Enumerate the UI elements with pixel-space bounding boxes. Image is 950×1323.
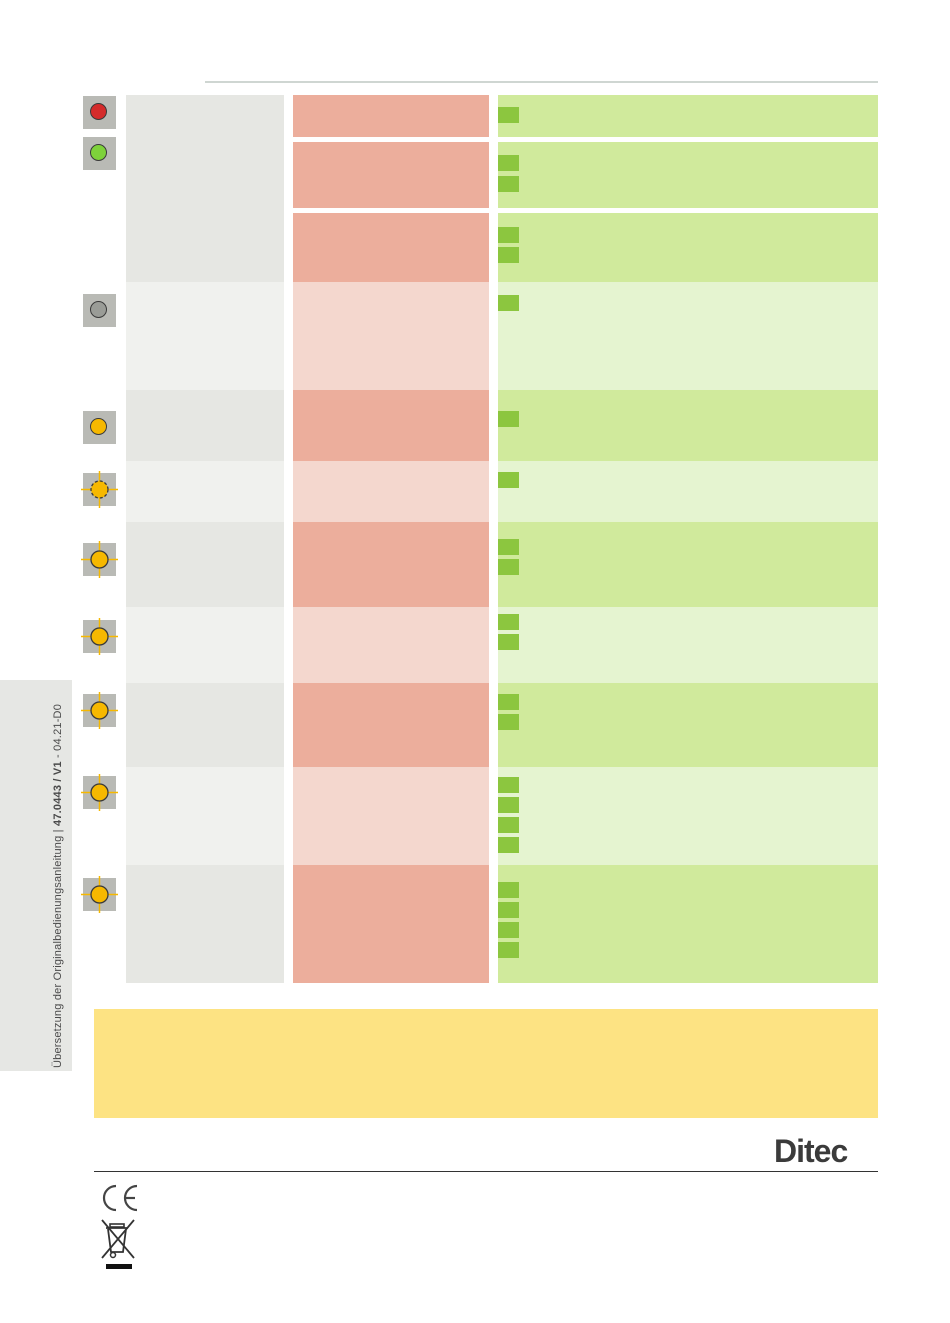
grey-led-off-icon bbox=[83, 294, 116, 327]
solution-cell bbox=[498, 461, 878, 522]
red-led-icon bbox=[83, 96, 116, 129]
led-cell-group-6 bbox=[126, 607, 284, 683]
cause-cell bbox=[293, 95, 489, 137]
cause-cell bbox=[293, 767, 489, 865]
cause-cell bbox=[293, 390, 489, 461]
cause-cell bbox=[293, 607, 489, 683]
cause-cell bbox=[293, 282, 489, 390]
document-reference: Übersetzung der Originalbedienungsanleit… bbox=[52, 703, 64, 1068]
led-cell-group-9 bbox=[126, 865, 284, 983]
solution-cell bbox=[498, 767, 878, 865]
check-square bbox=[498, 472, 519, 488]
led-cell-group-4 bbox=[126, 461, 284, 522]
yellow-led-flashing-icon bbox=[81, 876, 118, 913]
solution-cell bbox=[498, 522, 878, 607]
footer-rule bbox=[94, 1171, 878, 1172]
check-square bbox=[498, 942, 519, 958]
led-cell-group-3 bbox=[126, 390, 284, 461]
check-square bbox=[498, 797, 519, 813]
cause-cell bbox=[293, 683, 489, 767]
check-square bbox=[498, 837, 519, 853]
solution-cell bbox=[498, 390, 878, 461]
solution-cell bbox=[498, 282, 878, 390]
green-led-icon bbox=[83, 137, 116, 170]
led-cell-group-8 bbox=[126, 767, 284, 865]
check-square bbox=[498, 922, 519, 938]
weee-crossed-bin-icon bbox=[100, 1218, 138, 1275]
check-square bbox=[498, 902, 519, 918]
solution-cell bbox=[498, 95, 878, 137]
solution-cell bbox=[498, 142, 878, 208]
solution-cell bbox=[498, 865, 878, 983]
check-square bbox=[498, 227, 519, 243]
ditec-logo: Ditec bbox=[774, 1133, 848, 1169]
yellow-led-flashing-icon bbox=[81, 692, 118, 729]
check-square bbox=[498, 614, 519, 630]
check-square bbox=[498, 817, 519, 833]
check-square bbox=[498, 559, 519, 575]
header-rule bbox=[205, 81, 878, 83]
side-bar bbox=[0, 680, 72, 1071]
cause-cell bbox=[293, 142, 489, 208]
check-square bbox=[498, 539, 519, 555]
solution-cell bbox=[498, 683, 878, 767]
led-cell-group-7 bbox=[126, 683, 284, 767]
check-square bbox=[498, 777, 519, 793]
cause-cell bbox=[293, 865, 489, 983]
check-square bbox=[498, 247, 519, 263]
check-square bbox=[498, 882, 519, 898]
yellow-led-icon bbox=[83, 411, 116, 444]
cause-cell bbox=[293, 213, 489, 282]
check-square bbox=[498, 155, 519, 171]
led-cell-group-2 bbox=[126, 282, 284, 390]
yellow-led-flashing-icon bbox=[81, 541, 118, 578]
check-square bbox=[498, 714, 519, 730]
solution-cell bbox=[498, 607, 878, 683]
check-square bbox=[498, 634, 519, 650]
check-square bbox=[498, 694, 519, 710]
solution-cell bbox=[498, 213, 878, 282]
led-cell-group-5 bbox=[126, 522, 284, 607]
led-cell-group-1 bbox=[126, 95, 284, 282]
yellow-led-flashing-icon bbox=[81, 471, 118, 508]
check-square bbox=[498, 107, 519, 123]
yellow-led-flashing-icon bbox=[81, 774, 118, 811]
cause-cell bbox=[293, 522, 489, 607]
ce-mark-icon bbox=[99, 1183, 141, 1218]
check-square bbox=[498, 411, 519, 427]
yellow-led-flashing-icon bbox=[81, 618, 118, 655]
note-box bbox=[94, 1009, 878, 1118]
check-square bbox=[498, 176, 519, 192]
check-square bbox=[498, 295, 519, 311]
cause-cell bbox=[293, 461, 489, 522]
